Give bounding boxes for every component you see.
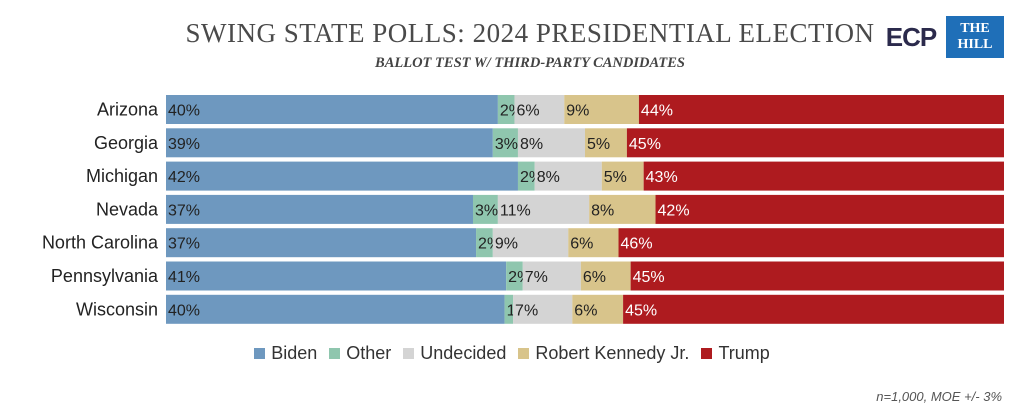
legend-swatch-trump — [701, 348, 713, 359]
category-label-michigan: Michigan — [86, 166, 158, 186]
legend-swatch-other — [329, 348, 341, 359]
bar-nevada-robert-kennedy-jr — [589, 194, 656, 224]
bar-arizona-undecided — [514, 95, 565, 124]
data-label-nevada-biden: 37% — [168, 202, 200, 219]
data-label-georgia-biden: 39% — [168, 136, 200, 153]
legend-item-other: Other — [329, 343, 391, 364]
data-label-pennsylvania-robert-kennedy-jr: 6% — [583, 269, 606, 286]
data-label-michigan-undecided: 8% — [537, 169, 560, 186]
bar-north-carolina-trump — [618, 228, 1004, 258]
bar-nevada-biden — [166, 194, 473, 224]
data-label-arizona-robert-kennedy-jr: 9% — [566, 103, 589, 120]
data-label-wisconsin-trump: 45% — [625, 302, 657, 319]
data-label-georgia-trump: 45% — [629, 136, 661, 153]
legend-item-biden: Biden — [254, 343, 317, 364]
data-label-pennsylvania-biden: 41% — [168, 269, 200, 286]
bar-arizona-other — [497, 95, 515, 124]
stacked-bar-chart: Arizona 40% 2%6% 9% 44%Georgia 39% 3% 8% 5% 45%Mi… — [42, 95, 1004, 324]
category-label-nevada: Nevada — [96, 199, 159, 219]
chart-legend: Biden Other Undecided Robert Kennedy Jr. Tru… — [0, 343, 1024, 364]
data-label-north-carolina-biden: 37% — [168, 236, 200, 253]
legend-label-undecided: Undecided — [420, 343, 507, 363]
data-label-georgia-other: 3% — [495, 136, 518, 153]
category-label-north-carolina: North Carolina — [42, 233, 159, 253]
chart-subtitle: BALLOT TEST W/ THIRD-PARTY CANDIDATES — [375, 55, 685, 71]
ecp-logo: ECP — [885, 21, 937, 52]
bar-wisconsin-other — [504, 294, 514, 324]
legend-label-biden: Biden — [271, 343, 318, 363]
data-label-north-carolina-trump: 46% — [621, 236, 653, 253]
category-label-arizona: Arizona — [97, 100, 159, 120]
legend-label-trump: Trump — [718, 343, 770, 363]
legend-label-other: Other — [346, 343, 392, 363]
bar-arizona-trump — [638, 95, 1004, 124]
bar-pennsylvania-undecided — [522, 261, 581, 291]
data-label-georgia-robert-kennedy-jr: 5% — [587, 136, 610, 153]
legend-swatch-biden — [254, 348, 266, 359]
category-label-wisconsin: Wisconsin — [76, 299, 158, 319]
footnote: n=1,000, MOE +/- 3% — [876, 389, 1002, 404]
bar-wisconsin-trump — [623, 294, 1004, 324]
bar-georgia-robert-kennedy-jr — [585, 128, 627, 158]
category-label-georgia: Georgia — [94, 133, 159, 153]
the-hill-logo-line2: HILL — [957, 37, 993, 52]
legend-item-robert-kennedy-jr: Robert Kennedy Jr. — [518, 343, 689, 364]
chart-title: SWING STATE POLLS: 2024 PRESIDENTIAL ELE… — [185, 18, 875, 48]
data-label-north-carolina-undecided: 9% — [495, 236, 518, 253]
data-label-arizona-undecided: 6% — [516, 103, 539, 120]
bar-michigan-other — [517, 161, 535, 191]
bar-pennsylvania-robert-kennedy-jr — [580, 261, 631, 291]
bar-wisconsin-robert-kennedy-jr — [572, 294, 624, 324]
bar-north-carolina-other — [476, 228, 493, 258]
bar-georgia-other — [492, 128, 518, 158]
data-label-nevada-other: 3% — [475, 202, 498, 219]
data-label-michigan-robert-kennedy-jr: 5% — [604, 169, 627, 186]
bar-arizona-robert-kennedy-jr — [564, 95, 639, 124]
data-label-wisconsin-biden: 40% — [168, 302, 200, 319]
bar-michigan-robert-kennedy-jr — [601, 161, 644, 191]
the-hill-logo-line1: THE — [960, 21, 990, 36]
bar-wisconsin-biden — [166, 294, 505, 324]
bar-georgia-trump — [626, 128, 1004, 158]
bar-nevada-undecided — [497, 194, 590, 224]
data-label-north-carolina-robert-kennedy-jr: 6% — [570, 236, 593, 253]
bar-michigan-biden — [166, 161, 518, 191]
bar-north-carolina-biden — [166, 228, 477, 258]
bar-georgia-biden — [166, 128, 493, 158]
the-hill-logo: THE HILL — [946, 16, 1004, 58]
legend-swatch-robert-kennedy-jr — [518, 348, 530, 359]
legend-item-undecided: Undecided — [403, 343, 506, 364]
data-label-pennsylvania-undecided: 7% — [525, 269, 548, 286]
data-label-michigan-trump: 43% — [646, 169, 678, 186]
bar-north-carolina-undecided — [492, 228, 569, 258]
legend-swatch-undecided — [403, 348, 415, 359]
bar-north-carolina-robert-kennedy-jr — [568, 228, 619, 258]
data-label-arizona-biden: 40% — [168, 103, 200, 120]
legend-item-trump: Trump — [701, 343, 770, 364]
data-label-michigan-biden: 42% — [168, 169, 200, 186]
bar-arizona-biden — [166, 95, 498, 124]
data-label-nevada-robert-kennedy-jr: 8% — [591, 202, 614, 219]
bar-pennsylvania-biden — [166, 261, 507, 291]
data-label-arizona-trump: 44% — [641, 103, 673, 120]
bar-wisconsin-undecided — [513, 294, 573, 324]
data-label-georgia-undecided: 8% — [520, 136, 543, 153]
bar-pennsylvania-trump — [630, 261, 1004, 291]
data-label-wisconsin-robert-kennedy-jr: 6% — [574, 302, 597, 319]
bar-pennsylvania-other — [506, 261, 523, 291]
bar-georgia-undecided — [517, 128, 585, 158]
category-label-pennsylvania: Pennsylvania — [51, 266, 159, 286]
data-label-wisconsin-undecided: 7% — [515, 302, 538, 319]
bar-michigan-trump — [643, 161, 1004, 191]
bar-nevada-other — [472, 194, 498, 224]
legend-label-robert-kennedy-jr: Robert Kennedy Jr. — [535, 343, 690, 363]
bar-michigan-undecided — [534, 161, 602, 191]
data-label-nevada-undecided: 11% — [500, 202, 531, 219]
bar-nevada-trump — [655, 194, 1004, 224]
data-label-nevada-trump: 42% — [658, 202, 690, 219]
data-label-pennsylvania-trump: 45% — [633, 269, 665, 286]
